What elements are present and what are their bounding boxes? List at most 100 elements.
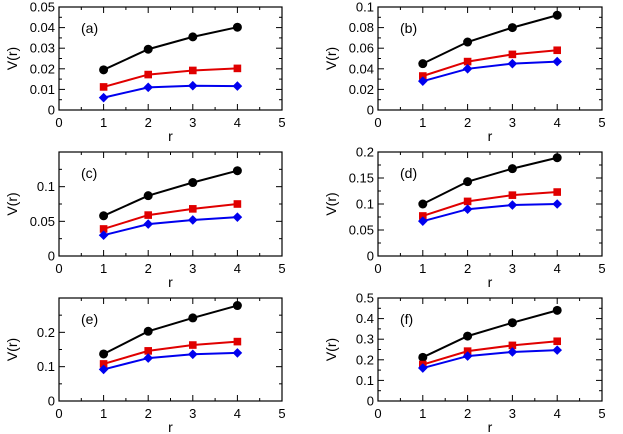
series-line-blue: [103, 216, 238, 237]
y-axis-title: V(r): [4, 47, 20, 70]
x-tick-label: 2: [464, 406, 471, 421]
data-point-black: [143, 326, 153, 336]
data-point-red: [508, 191, 517, 199]
x-tick-label: 4: [234, 406, 241, 421]
series-line-black: [422, 309, 558, 359]
y-tick-label: 0.2: [356, 352, 374, 367]
data-point-red: [553, 188, 561, 196]
series-black: [418, 10, 562, 69]
x-tick-label: 3: [189, 261, 196, 276]
data-point-blue: [188, 80, 198, 91]
data-point-blue: [552, 56, 562, 67]
data-point-red: [553, 337, 561, 346]
x-tick-label: 0: [55, 406, 62, 421]
panel-d: 0 1 2 3 4 5 0 0.05 0.1 0.15 0.2 r V(r) (d): [323, 145, 606, 291]
data-point-red: [99, 360, 108, 368]
series-line-black: [103, 169, 238, 217]
y-tick-label: 0.08: [349, 20, 374, 35]
x-tick-label: 4: [234, 115, 241, 130]
data-point-blue: [552, 345, 562, 355]
series-line-red: [103, 203, 238, 230]
x-tick-label: 1: [100, 115, 107, 130]
y-tick-label: 0.1: [37, 359, 55, 374]
y-tick-label: 0.02: [349, 82, 374, 97]
y-tick-label: 0: [367, 103, 374, 118]
data-point-black: [418, 199, 428, 209]
y-tick-label: 0.05: [30, 214, 55, 229]
data-point-black: [463, 177, 473, 187]
series-red: [99, 200, 242, 233]
x-tick-label: 5: [278, 406, 285, 421]
series-blue: [418, 56, 562, 86]
x-tick-label: 0: [55, 115, 62, 130]
x-tick-label: 0: [374, 406, 381, 421]
x-tick-label: 1: [419, 406, 426, 421]
data-point-blue: [188, 215, 198, 225]
y-tick-label: 0.02: [30, 61, 55, 76]
y-tick-label: 0.04: [30, 20, 55, 35]
data-point-black: [463, 331, 473, 341]
y-tick-label: 0: [48, 249, 55, 264]
data-point-black: [418, 352, 428, 362]
data-point-black: [188, 178, 198, 188]
data-point-red: [144, 70, 152, 79]
x-tick-label: 3: [509, 261, 516, 276]
y-tick-label: 0.4: [356, 311, 374, 326]
series-line-red: [422, 340, 558, 366]
x-tick-label: 3: [509, 406, 516, 421]
panel-label: (c): [81, 165, 97, 181]
series-black: [418, 305, 562, 362]
y-tick-label: 0.03: [30, 41, 55, 56]
data-point-red: [233, 337, 242, 346]
series-red: [99, 337, 242, 368]
data-point-red: [463, 197, 472, 206]
x-tick-label: 3: [189, 115, 196, 130]
x-tick-label: 3: [189, 406, 196, 421]
data-point-black: [232, 301, 242, 311]
y-tick-label: 0.05: [349, 223, 374, 238]
data-point-red: [189, 205, 197, 213]
data-point-black: [552, 305, 562, 315]
data-point-red: [419, 72, 427, 80]
data-point-red: [99, 225, 108, 233]
data-point-red: [189, 341, 197, 349]
x-tick-label: 2: [145, 406, 152, 421]
data-point-black: [143, 44, 153, 54]
data-point-blue: [418, 216, 428, 226]
data-point-black: [188, 313, 198, 323]
panel-e: 0 1 2 3 4 5 0 0.1 0.2 r V(r) (e): [4, 297, 286, 434]
data-point-black: [507, 318, 517, 328]
y-tick-label: 0.06: [349, 41, 374, 56]
series-line-blue: [103, 84, 238, 99]
series-line-black: [103, 26, 238, 71]
x-axis-title: r: [168, 419, 173, 434]
y-axis-title: V(r): [323, 47, 339, 70]
y-tick-label: 0.3: [356, 332, 374, 347]
panel-label: (e): [81, 311, 98, 327]
x-tick-label: 1: [419, 261, 426, 276]
y-tick-label: 0.04: [349, 61, 374, 76]
panel-f: 0 1 2 3 4 5 0 0.1 0.2 0.3 0.4 0.5 r V(r) (f): [323, 291, 606, 434]
data-point-red: [419, 212, 427, 220]
panel-label: (d): [400, 165, 417, 181]
data-point-blue: [143, 82, 153, 93]
y-tick-label: 0.01: [30, 82, 55, 97]
y-tick-label: 0.1: [356, 373, 374, 388]
data-point-blue: [507, 200, 518, 210]
x-tick-label: 4: [234, 261, 241, 276]
data-point-blue: [552, 199, 562, 209]
series-line-black: [422, 14, 558, 65]
series-line-blue: [422, 60, 558, 83]
series-blue: [98, 348, 243, 375]
series-line-blue: [103, 351, 238, 371]
y-axis-title: V(r): [323, 192, 339, 215]
data-point-red: [233, 64, 242, 73]
series-line-blue: [422, 203, 558, 223]
data-point-black: [232, 166, 242, 176]
series-line-red: [422, 191, 558, 217]
data-point-black: [463, 37, 473, 47]
y-axis-title: V(r): [323, 338, 339, 361]
data-point-black: [99, 211, 109, 221]
data-point-black: [418, 59, 428, 69]
